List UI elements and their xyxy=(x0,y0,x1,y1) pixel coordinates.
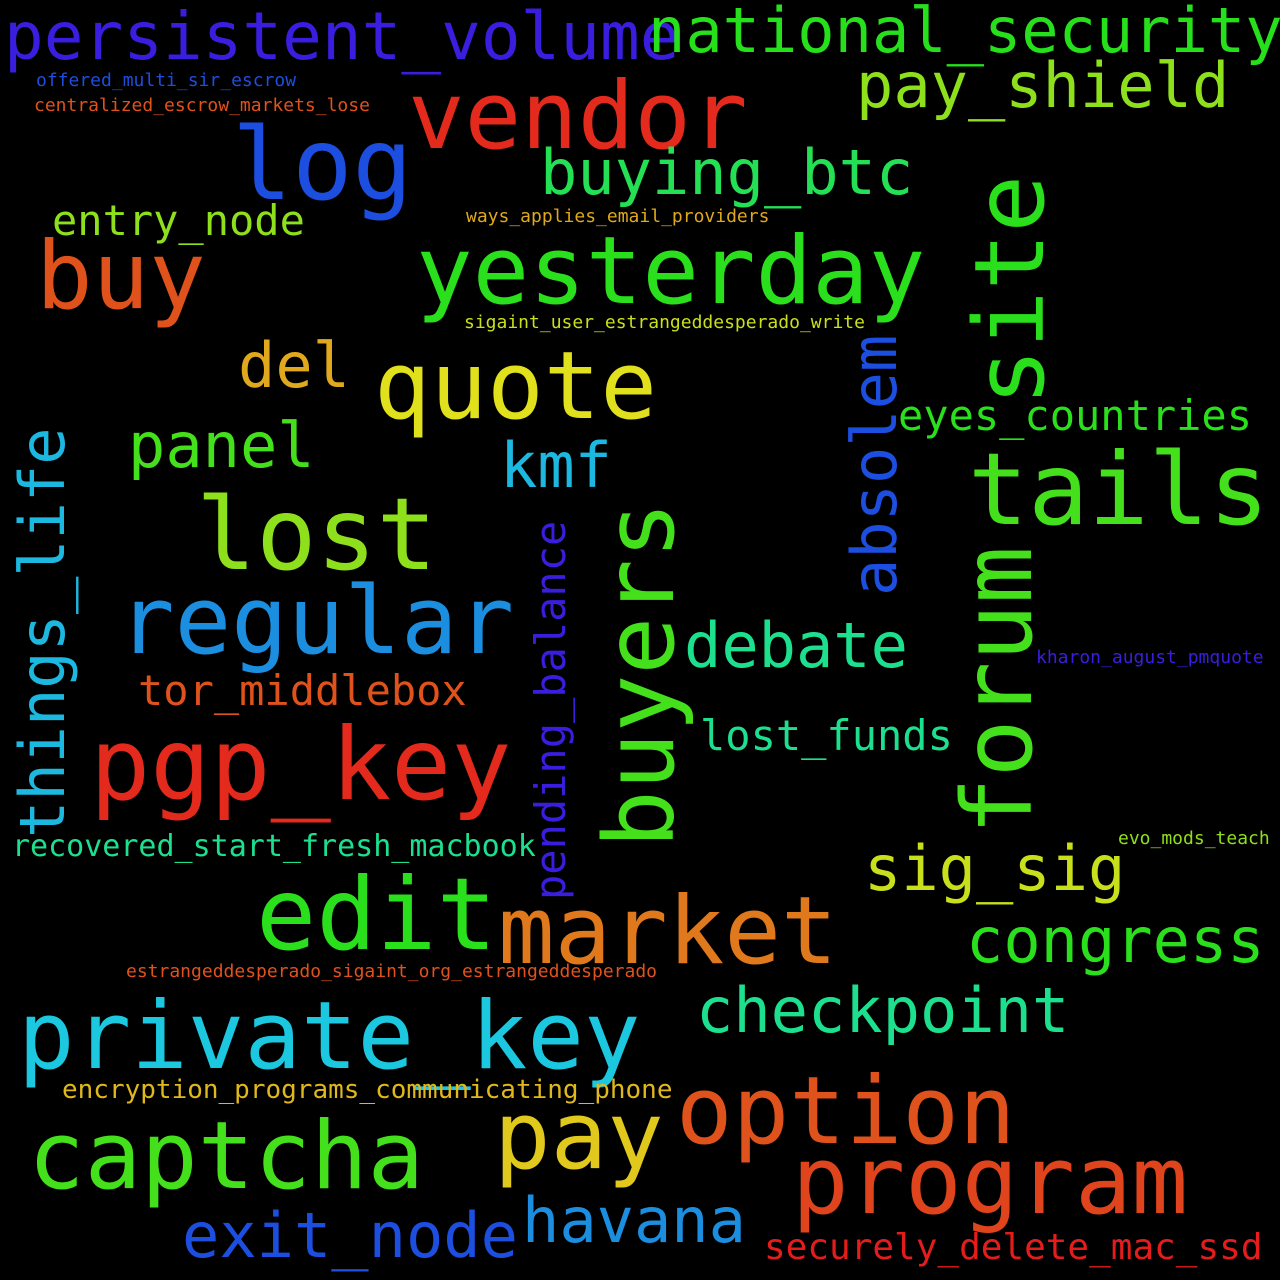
word-securely-delete-mac-ssd: securely_delete_mac_ssd xyxy=(764,1227,1263,1268)
word-debate: debate xyxy=(684,609,908,682)
word-persistent-volume: persistent_volume xyxy=(4,0,680,75)
word-pgp-key: pgp_key xyxy=(90,706,512,823)
word-kmf: kmf xyxy=(500,429,612,502)
word-eyes-countries: eyes_countries xyxy=(898,391,1253,440)
word-program: program xyxy=(792,1127,1189,1236)
word-site: site xyxy=(954,174,1066,406)
word-absolem: absolem xyxy=(838,334,911,596)
word-captcha: captcha xyxy=(28,1102,425,1211)
word-national-security: national_security xyxy=(648,0,1280,67)
word-checkpoint: checkpoint xyxy=(696,974,1070,1047)
word-market: market xyxy=(498,877,838,986)
word-lost-funds: lost_funds xyxy=(700,711,953,760)
word-yesterday: yesterday xyxy=(416,217,926,326)
word-ways-applies-email-providers: ways_applies_email_providers xyxy=(466,206,770,227)
word-quote: quote xyxy=(374,332,657,441)
word-kharon-august-pmquote: kharon_august_pmquote xyxy=(1036,647,1264,668)
word-vendor: vendor xyxy=(408,62,748,171)
word-exit-node: exit_node xyxy=(182,1199,518,1272)
word-del: del xyxy=(238,329,350,402)
word-private-key: private_key xyxy=(18,982,641,1091)
word-pending-balance: pending_balance xyxy=(526,520,575,900)
word-panel: panel xyxy=(128,409,315,482)
word-offered-multi-sir-escrow: offered_multi_sir_escrow xyxy=(36,70,297,91)
word-buyers: buyers xyxy=(584,501,696,848)
word-encryption-programs-communicating-phone: encryption_programs_communicating_phone xyxy=(62,1075,673,1105)
word-recovered-start-fresh-macbook: recovered_start_fresh_macbook xyxy=(12,829,536,864)
word-tor-middlebox: tor_middlebox xyxy=(138,666,467,715)
word-edit: edit xyxy=(256,856,497,973)
word-centralized-escrow-markets-lose: centralized_escrow_markets_lose xyxy=(34,95,370,116)
word-lost: lost xyxy=(196,476,437,593)
word-entry-node: entry_node xyxy=(52,196,305,245)
word-pay: pay xyxy=(494,1082,664,1191)
word-option: option xyxy=(676,1057,1016,1166)
word-log: log xyxy=(232,106,413,223)
word-congress: congress xyxy=(966,904,1265,977)
word-buy: buy xyxy=(36,222,206,331)
word-things-life: things_life xyxy=(6,427,79,838)
word-tails: tails xyxy=(968,431,1270,548)
word-forum: forum xyxy=(942,546,1054,835)
word-sig-sig: sig_sig xyxy=(864,832,1126,905)
word-sigaint-user-estrangeddesperado-write: sigaint_user_estrangeddesperado_write xyxy=(464,312,865,333)
word-estrangeddesperado-sigaint-org-estrangeddesperado: estrangeddesperado_sigaint_org_estranged… xyxy=(126,961,658,982)
word-evo-mods-teach: evo_mods_teach xyxy=(1118,828,1270,849)
word-regular: regular xyxy=(118,567,515,676)
word-buying-btc: buying_btc xyxy=(540,136,914,209)
word-havana: havana xyxy=(522,1184,746,1257)
word-pay-shield: pay_shield xyxy=(856,49,1230,122)
